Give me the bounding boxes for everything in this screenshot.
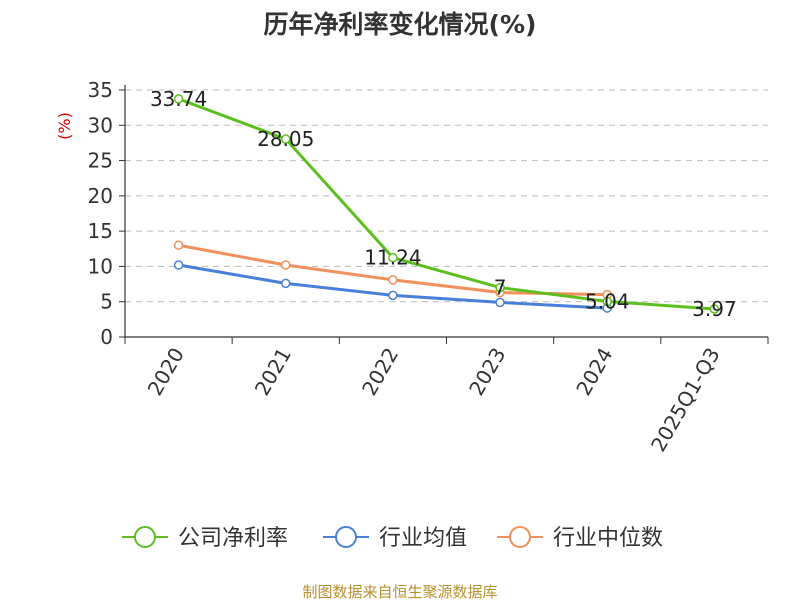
x-tick-label: 2023 [464, 344, 510, 400]
data-label: 5.04 [585, 289, 630, 313]
data-point [388, 275, 398, 285]
data-point [388, 252, 398, 263]
y-tick-label: 0 [100, 325, 113, 349]
chart-title: 历年净利率变化情况(%) [264, 10, 537, 39]
data-label: 7 [494, 276, 507, 300]
series-0 [173, 94, 720, 314]
data-point [173, 94, 184, 104]
y-axis-label: (%) [55, 112, 74, 140]
data-point [173, 260, 184, 270]
data-point [709, 304, 720, 314]
data-point [173, 240, 184, 251]
data-point [281, 278, 291, 289]
legend-marker [509, 526, 531, 548]
y-tick-label: 10 [88, 254, 113, 278]
legend-label: 行业均值 [379, 526, 467, 551]
x-tick-label: 2024 [571, 344, 617, 400]
data-label: 33.74 [150, 87, 207, 111]
x-tick-label: 2020 [143, 344, 189, 400]
legend-label: 行业中位数 [553, 526, 663, 551]
data-point [602, 296, 612, 307]
legend-item-2: 行业中位数 [497, 526, 663, 551]
legend: 公司净利率 行业均值 行业中位数 [122, 526, 663, 551]
source-note: 制图数据来自恒生聚源数据库 [302, 583, 497, 600]
gridlines [125, 89, 768, 303]
data-labels: 33.74 28.05 11.24 7 5.04 3.97 [150, 87, 737, 321]
data-point [281, 260, 291, 270]
y-tick-label: 35 [88, 78, 113, 102]
data-point [388, 290, 398, 301]
legend-item-1: 行业均值 [323, 526, 467, 551]
x-axis-ticks: 2020 2021 2022 2023 2024 2025Q1-Q3 [124, 337, 769, 456]
series-line [178, 97, 715, 311]
series-1 [173, 260, 612, 313]
legend-marker [134, 526, 156, 548]
y-tick-label: 15 [88, 219, 113, 243]
legend-item-0: 公司净利率 [122, 526, 288, 551]
y-axis-ticks: 0 5 10 15 20 25 30 35 [88, 78, 125, 349]
data-point [281, 134, 291, 144]
y-tick-label: 20 [88, 184, 113, 208]
legend-marker [335, 526, 357, 548]
data-point [495, 297, 505, 308]
legend-label: 公司净利率 [178, 526, 288, 551]
x-tick-label: 2022 [357, 344, 403, 400]
y-tick-label: 25 [88, 149, 113, 173]
data-label: 28.05 [257, 127, 314, 151]
y-tick-label: 30 [88, 113, 113, 137]
data-label: 3.97 [692, 297, 737, 321]
x-tick-label: 2025Q1-Q3 [646, 344, 725, 456]
y-tick-label: 5 [100, 290, 113, 314]
x-tick-label: 2021 [250, 344, 296, 400]
data-label: 11.24 [364, 246, 421, 270]
series-lines [173, 94, 720, 314]
data-point [495, 282, 505, 293]
